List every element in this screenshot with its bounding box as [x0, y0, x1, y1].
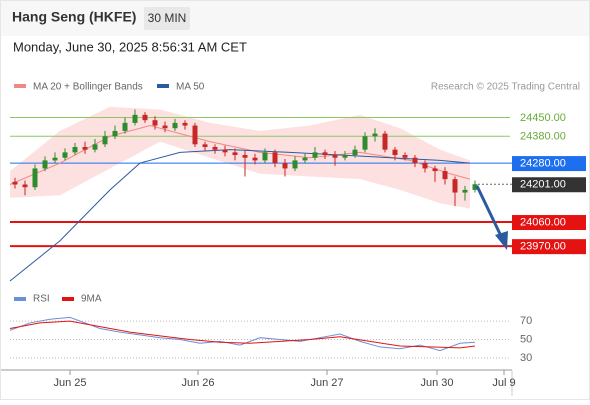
candle-body: [352, 149, 358, 156]
candle-body: [112, 130, 118, 137]
legend-swatch: [157, 84, 169, 88]
candle-body: [282, 163, 288, 169]
level-box: [512, 239, 586, 255]
candle-body: [272, 152, 278, 164]
candle-body: [72, 146, 78, 153]
candle-body: [62, 152, 68, 158]
legend-swatch: [14, 84, 26, 88]
rsi-line: [9, 316, 476, 352]
rsi-legend-swatch: [14, 297, 26, 301]
x-tick-label: Jun 25: [53, 377, 86, 389]
forecast-arrow: [475, 185, 503, 237]
rsi-legend-label: 9MA: [81, 294, 102, 305]
candle-body: [252, 157, 258, 161]
candle-body: [32, 168, 38, 188]
candle-body: [192, 125, 198, 145]
candle-body: [202, 144, 208, 147]
candle-body: [52, 157, 58, 161]
candle-body: [332, 155, 338, 158]
level-box: [512, 215, 586, 231]
candle-body: [232, 152, 238, 156]
title: Hang Seng (HKFE): [12, 9, 136, 25]
x-tick-label: Jun 26: [181, 377, 214, 389]
candle-body: [322, 152, 328, 156]
rsi-tick-label: 30: [520, 352, 532, 364]
x-tick-label: Jun 30: [420, 377, 453, 389]
candle-body: [122, 122, 128, 131]
candle-body: [262, 152, 268, 161]
credit: Research © 2025 Trading Central: [431, 82, 580, 93]
candle-body: [22, 184, 28, 188]
arrow-head: [495, 231, 508, 250]
candle-body: [182, 122, 188, 126]
level-label: 24280.00: [520, 157, 566, 169]
header-bar: [0, 0, 590, 36]
candle-body: [362, 136, 368, 150]
candle-body: [12, 181, 18, 185]
candle-body: [242, 155, 248, 158]
rsi-tick-label: 50: [520, 333, 532, 345]
level-label: 24380.00: [520, 131, 566, 143]
candle-body: [462, 189, 468, 193]
interval: 30 MIN: [148, 11, 187, 25]
x-tick-label: Jul 9: [492, 377, 515, 389]
candle-body: [472, 184, 478, 190]
level-box: [512, 156, 586, 172]
current-box: [512, 177, 586, 193]
legend-label: MA 20 + Bollinger Bands: [33, 82, 143, 93]
datetime: Monday, June 30, 2025 8:56:31 AM CET: [13, 39, 247, 54]
candle-body: [342, 155, 348, 158]
candle-body: [392, 149, 398, 156]
candle-body: [132, 114, 138, 123]
candle-body: [222, 149, 228, 153]
candle-body: [212, 146, 218, 150]
candle-body: [402, 155, 408, 158]
candle-body: [162, 125, 168, 129]
candle-body: [102, 136, 108, 145]
level-label: 24450.00: [520, 112, 566, 124]
rsi-tick-label: 70: [520, 315, 532, 327]
level-label: 23970.00: [520, 241, 566, 253]
interval-badge: [144, 7, 190, 30]
bollinger-band: [10, 106, 470, 209]
candle-body: [82, 146, 88, 150]
candle-body: [172, 122, 178, 129]
candle-body: [382, 133, 388, 150]
rsi-legend-label: RSI: [33, 294, 50, 305]
candle-body: [42, 160, 48, 169]
x-tick-label: Jun 27: [310, 377, 343, 389]
rsi-line: [9, 320, 476, 349]
candle-body: [452, 179, 458, 193]
candle-body: [432, 168, 438, 172]
current-label: 24201.00: [520, 179, 566, 191]
candle-body: [92, 144, 98, 150]
candle-body: [302, 157, 308, 161]
candle-body: [372, 133, 378, 137]
candle-body: [442, 171, 448, 180]
ma-line: [9, 149, 471, 282]
candle-body: [422, 163, 428, 169]
candle-body: [412, 157, 418, 164]
level-label: 24060.00: [520, 216, 566, 228]
candle-body: [142, 114, 148, 121]
candle-body: [292, 160, 298, 169]
legend-label: MA 50: [176, 82, 205, 93]
candle-body: [312, 152, 318, 158]
candle-body: [152, 120, 158, 126]
rsi-legend-swatch: [62, 297, 74, 301]
